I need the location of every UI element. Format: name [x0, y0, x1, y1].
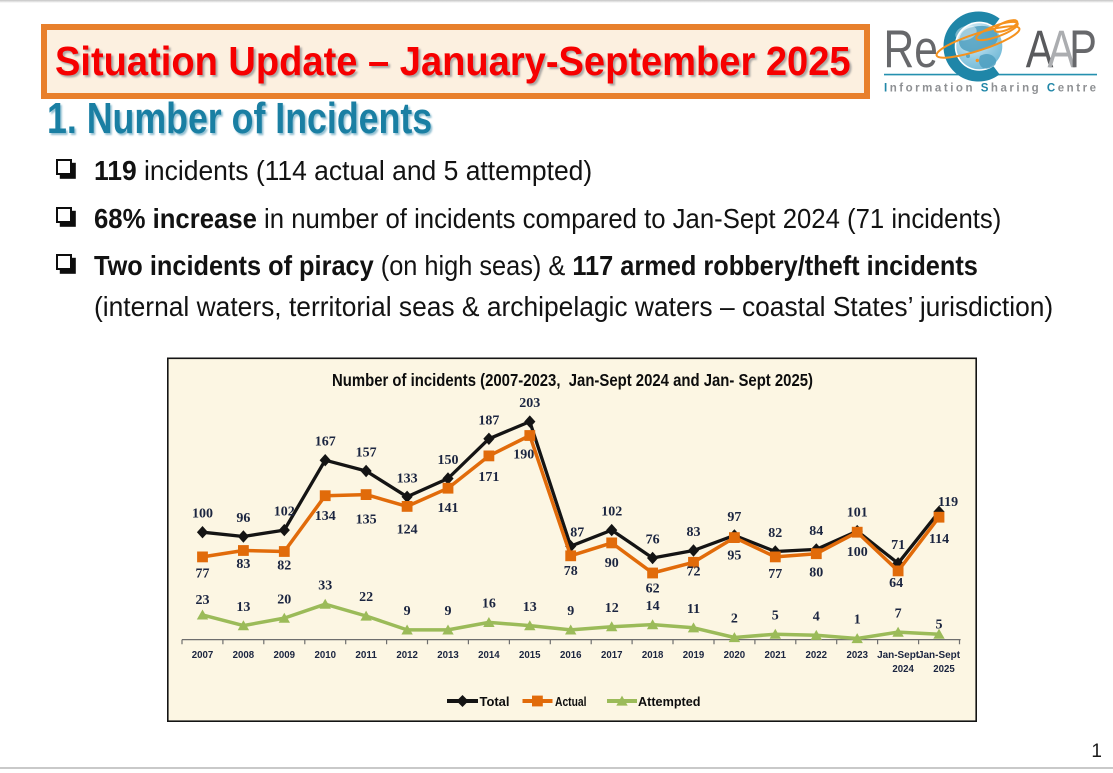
svg-text:2018: 2018	[642, 649, 664, 661]
svg-text:Re: Re	[884, 21, 938, 79]
svg-text:Jan-Sept: Jan-Sept	[877, 649, 919, 661]
svg-text:2022: 2022	[806, 649, 828, 661]
svg-text:9: 9	[404, 604, 411, 619]
svg-text:20: 20	[277, 592, 291, 607]
svg-text:134: 134	[315, 509, 336, 524]
svg-text:2019: 2019	[683, 649, 705, 661]
svg-text:22: 22	[359, 590, 373, 605]
svg-text:100: 100	[192, 507, 213, 522]
svg-text:141: 141	[438, 501, 459, 516]
svg-text:Number of incidents (2007-2023: Number of incidents (2007-2023, Jan-Sept…	[332, 370, 813, 390]
svg-text:96: 96	[236, 511, 250, 526]
svg-text:124: 124	[397, 522, 418, 537]
svg-text:16: 16	[482, 597, 496, 612]
svg-text:2: 2	[731, 612, 738, 627]
svg-text:100: 100	[847, 545, 868, 560]
svg-text:4: 4	[813, 610, 820, 625]
svg-text:150: 150	[438, 453, 459, 468]
svg-text:83: 83	[687, 525, 701, 540]
svg-text:80: 80	[809, 566, 823, 581]
svg-text:Jan-Sept: Jan-Sept	[918, 649, 960, 661]
svg-text:2025: 2025	[933, 663, 955, 675]
svg-text:83: 83	[236, 557, 250, 572]
svg-text:2013: 2013	[437, 649, 459, 661]
svg-text:87: 87	[570, 526, 584, 541]
svg-text:101: 101	[847, 506, 868, 521]
svg-text:9: 9	[445, 604, 452, 619]
svg-text:2011: 2011	[355, 649, 377, 661]
svg-text:5: 5	[772, 608, 779, 623]
svg-text:78: 78	[564, 564, 578, 579]
svg-text:157: 157	[356, 446, 377, 461]
svg-text:23: 23	[196, 593, 210, 608]
svg-text:119: 119	[938, 495, 958, 510]
svg-text:Actual: Actual	[555, 694, 587, 709]
svg-text:64: 64	[889, 576, 903, 591]
svg-text:2020: 2020	[724, 649, 746, 661]
svg-text:33: 33	[318, 578, 332, 593]
svg-text:2007: 2007	[192, 649, 214, 661]
svg-text:190: 190	[513, 448, 534, 463]
svg-text:97: 97	[727, 510, 741, 525]
svg-text:114: 114	[929, 532, 949, 547]
svg-text:203: 203	[519, 396, 540, 411]
svg-text:84: 84	[809, 524, 823, 539]
svg-text:77: 77	[196, 566, 210, 581]
svg-text:2024: 2024	[892, 663, 914, 675]
svg-text:2008: 2008	[233, 649, 255, 661]
svg-text:13: 13	[236, 600, 250, 615]
svg-text:12: 12	[605, 601, 619, 616]
svg-text:102: 102	[274, 505, 295, 520]
svg-text:77: 77	[768, 567, 782, 582]
svg-text:95: 95	[727, 549, 741, 564]
svg-text:72: 72	[687, 564, 701, 579]
svg-text:2012: 2012	[396, 649, 418, 661]
svg-text:Attempted: Attempted	[638, 694, 701, 709]
svg-text:2010: 2010	[314, 649, 336, 661]
svg-text:2017: 2017	[601, 649, 623, 661]
svg-text:Total: Total	[480, 694, 510, 709]
svg-text:9: 9	[567, 604, 574, 619]
svg-text:2023: 2023	[846, 649, 868, 661]
svg-text:62: 62	[646, 582, 660, 597]
svg-text:90: 90	[605, 556, 619, 571]
svg-text:2016: 2016	[560, 649, 582, 661]
svg-text:2009: 2009	[274, 649, 296, 661]
svg-text:76: 76	[646, 533, 660, 548]
svg-text:82: 82	[768, 526, 782, 541]
svg-text:2021: 2021	[765, 649, 787, 661]
svg-text:1: 1	[854, 613, 861, 628]
svg-text:133: 133	[397, 471, 418, 486]
svg-text:187: 187	[478, 413, 499, 428]
svg-text:2015: 2015	[519, 649, 541, 661]
svg-text:14: 14	[646, 599, 660, 614]
svg-text:7: 7	[895, 606, 902, 621]
svg-text:102: 102	[601, 505, 622, 520]
svg-text:AAP: AAP	[1026, 20, 1096, 79]
svg-text:2014: 2014	[478, 649, 500, 661]
svg-text:13: 13	[523, 600, 537, 615]
svg-text:82: 82	[277, 559, 291, 574]
svg-text:5: 5	[936, 618, 943, 633]
svg-text:171: 171	[478, 470, 499, 485]
svg-text:167: 167	[315, 435, 336, 450]
svg-text:135: 135	[356, 513, 377, 528]
svg-text:71: 71	[891, 538, 905, 553]
svg-text:11: 11	[687, 602, 700, 617]
